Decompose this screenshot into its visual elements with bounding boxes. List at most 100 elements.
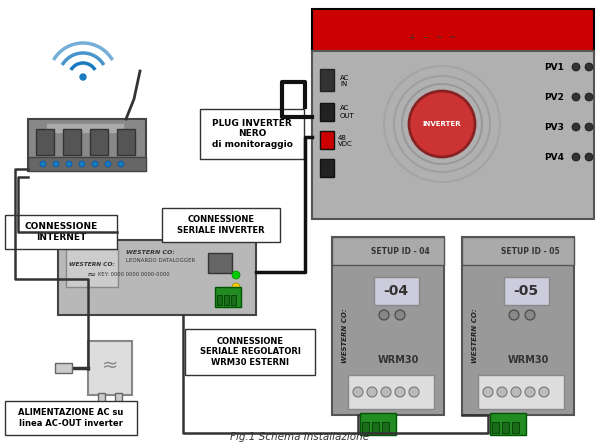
FancyBboxPatch shape <box>504 277 549 305</box>
Text: ≈: ≈ <box>88 270 97 280</box>
FancyBboxPatch shape <box>492 422 499 433</box>
Circle shape <box>53 161 59 167</box>
FancyBboxPatch shape <box>320 131 334 149</box>
FancyBboxPatch shape <box>63 129 81 155</box>
Text: CONNESSIONE
SERIALE INVERTER: CONNESSIONE SERIALE INVERTER <box>177 215 265 235</box>
Text: PV2: PV2 <box>544 93 564 101</box>
Circle shape <box>66 161 72 167</box>
FancyBboxPatch shape <box>117 129 135 155</box>
Circle shape <box>585 123 593 131</box>
Text: 48
VDC: 48 VDC <box>338 135 353 148</box>
FancyBboxPatch shape <box>332 237 444 415</box>
FancyBboxPatch shape <box>374 277 419 305</box>
Circle shape <box>118 161 124 167</box>
Text: CONNESSIONE
INTERNET: CONNESSIONE INTERNET <box>25 222 98 242</box>
Text: SETUP ID - 05: SETUP ID - 05 <box>500 246 559 256</box>
FancyBboxPatch shape <box>382 422 389 433</box>
Circle shape <box>572 93 580 101</box>
FancyBboxPatch shape <box>320 103 334 121</box>
Text: PV1: PV1 <box>544 63 564 72</box>
Circle shape <box>572 153 580 161</box>
Circle shape <box>232 271 240 279</box>
Text: WESTERN CO:: WESTERN CO: <box>472 309 478 363</box>
Circle shape <box>379 310 389 320</box>
Circle shape <box>539 387 549 397</box>
Circle shape <box>483 387 493 397</box>
FancyBboxPatch shape <box>98 393 105 407</box>
Circle shape <box>80 74 86 80</box>
Circle shape <box>353 387 363 397</box>
Text: SETUP ID - 04: SETUP ID - 04 <box>371 246 430 256</box>
Text: WRM30: WRM30 <box>508 355 548 365</box>
Circle shape <box>525 310 535 320</box>
Text: ≈: ≈ <box>102 355 118 375</box>
FancyBboxPatch shape <box>231 295 236 305</box>
FancyBboxPatch shape <box>462 237 574 415</box>
FancyBboxPatch shape <box>490 413 526 435</box>
Circle shape <box>585 93 593 101</box>
Circle shape <box>409 387 419 397</box>
FancyBboxPatch shape <box>200 109 304 159</box>
Text: CONNESSIONE
SERIALE REGOLATORI
WRM30 ESTERNI: CONNESSIONE SERIALE REGOLATORI WRM30 EST… <box>200 337 301 367</box>
Text: ALIMENTAZIONE AC su
linea AC-OUT inverter: ALIMENTAZIONE AC su linea AC-OUT inverte… <box>19 408 124 428</box>
FancyBboxPatch shape <box>512 422 519 433</box>
Text: Fig.1 Schema Installazione: Fig.1 Schema Installazione <box>230 432 370 442</box>
Circle shape <box>585 153 593 161</box>
Text: WRM30: WRM30 <box>377 355 419 365</box>
FancyBboxPatch shape <box>348 375 434 409</box>
Text: +   −   ~   ~: + − ~ ~ <box>409 33 455 42</box>
FancyBboxPatch shape <box>320 69 334 91</box>
FancyBboxPatch shape <box>312 9 594 54</box>
Circle shape <box>367 387 377 397</box>
Circle shape <box>409 91 475 157</box>
FancyBboxPatch shape <box>28 157 146 171</box>
FancyBboxPatch shape <box>5 215 117 249</box>
Text: PLUG INVERTER
NERO
di monitoraggio: PLUG INVERTER NERO di monitoraggio <box>212 119 292 149</box>
FancyBboxPatch shape <box>185 329 315 375</box>
FancyBboxPatch shape <box>36 129 54 155</box>
Text: INVERTER: INVERTER <box>422 121 461 127</box>
Text: PV3: PV3 <box>544 122 564 131</box>
Circle shape <box>585 63 593 71</box>
FancyBboxPatch shape <box>372 422 379 433</box>
FancyBboxPatch shape <box>208 253 232 273</box>
FancyBboxPatch shape <box>115 393 122 407</box>
Circle shape <box>79 161 85 167</box>
FancyBboxPatch shape <box>66 249 118 287</box>
Circle shape <box>509 310 519 320</box>
Text: WESTERN CO:: WESTERN CO: <box>126 249 175 254</box>
FancyBboxPatch shape <box>5 401 137 435</box>
Text: WESTERN CO:: WESTERN CO: <box>69 262 115 267</box>
FancyBboxPatch shape <box>320 159 334 177</box>
Circle shape <box>105 161 111 167</box>
FancyBboxPatch shape <box>162 208 280 242</box>
Circle shape <box>395 310 405 320</box>
FancyBboxPatch shape <box>478 375 564 409</box>
Text: LEONARDO DATALOGGER: LEONARDO DATALOGGER <box>126 258 195 263</box>
Circle shape <box>572 63 580 71</box>
Text: WESTERN CO:: WESTERN CO: <box>342 309 348 363</box>
FancyBboxPatch shape <box>90 129 108 155</box>
FancyBboxPatch shape <box>88 341 132 395</box>
FancyBboxPatch shape <box>332 237 444 265</box>
Text: AC
OUT: AC OUT <box>340 105 355 118</box>
Text: AC
IN: AC IN <box>340 75 349 88</box>
FancyBboxPatch shape <box>217 295 222 305</box>
FancyBboxPatch shape <box>55 363 72 373</box>
Circle shape <box>92 161 98 167</box>
FancyBboxPatch shape <box>462 237 574 265</box>
Text: KEY: 0000 0000 0000-0000: KEY: 0000 0000 0000-0000 <box>98 273 170 278</box>
FancyBboxPatch shape <box>312 51 594 219</box>
Circle shape <box>525 387 535 397</box>
Text: PV4: PV4 <box>544 152 564 161</box>
FancyBboxPatch shape <box>28 119 146 171</box>
FancyBboxPatch shape <box>224 295 229 305</box>
FancyBboxPatch shape <box>58 240 256 315</box>
FancyBboxPatch shape <box>46 123 124 133</box>
Circle shape <box>497 387 507 397</box>
FancyBboxPatch shape <box>362 422 369 433</box>
Text: -05: -05 <box>514 284 539 298</box>
FancyBboxPatch shape <box>215 287 241 307</box>
Circle shape <box>572 123 580 131</box>
Circle shape <box>232 283 240 291</box>
